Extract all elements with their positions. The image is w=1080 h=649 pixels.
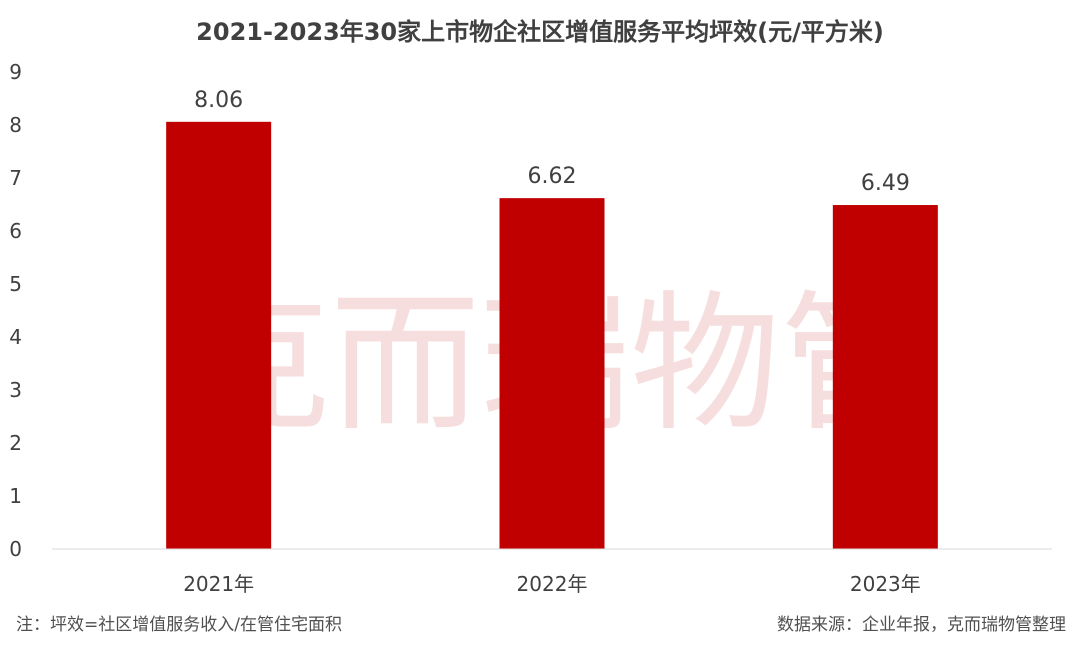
y-tick-label: 2 <box>9 431 22 455</box>
y-tick-label: 7 <box>9 166 22 190</box>
y-tick-label: 9 <box>9 60 22 84</box>
bar <box>499 198 605 549</box>
chart-title: 2021-2023年30家上市物企社区增值服务平均坪效(元/平方米) <box>196 18 884 46</box>
y-tick-label: 4 <box>9 325 22 349</box>
footnote-right: 数据来源：企业年报，克而瑞物管整理 <box>777 615 1066 635</box>
x-category-label: 2023年 <box>850 572 921 596</box>
x-category-label: 2022年 <box>517 572 588 596</box>
y-axis-ticks: 0 1 2 3 4 5 6 7 8 9 <box>9 60 22 561</box>
bars <box>166 121 938 549</box>
data-label: 8.06 <box>194 88 243 113</box>
x-category-label: 2021年 <box>183 572 254 596</box>
bar <box>832 205 938 549</box>
data-label: 6.62 <box>528 164 577 189</box>
y-tick-label: 1 <box>9 484 22 508</box>
y-tick-label: 6 <box>9 219 22 243</box>
footnote-left: 注：坪效=社区增值服务收入/在管住宅面积 <box>16 615 342 635</box>
data-labels: 8.06 6.62 6.49 <box>194 88 910 196</box>
x-axis-labels: 2021年 2022年 2023年 <box>183 572 921 596</box>
y-tick-label: 5 <box>9 272 22 296</box>
bar <box>166 121 272 549</box>
y-tick-label: 0 <box>9 537 22 561</box>
y-tick-label: 3 <box>9 378 22 402</box>
y-tick-label: 8 <box>9 113 22 137</box>
data-label: 6.49 <box>861 171 910 196</box>
